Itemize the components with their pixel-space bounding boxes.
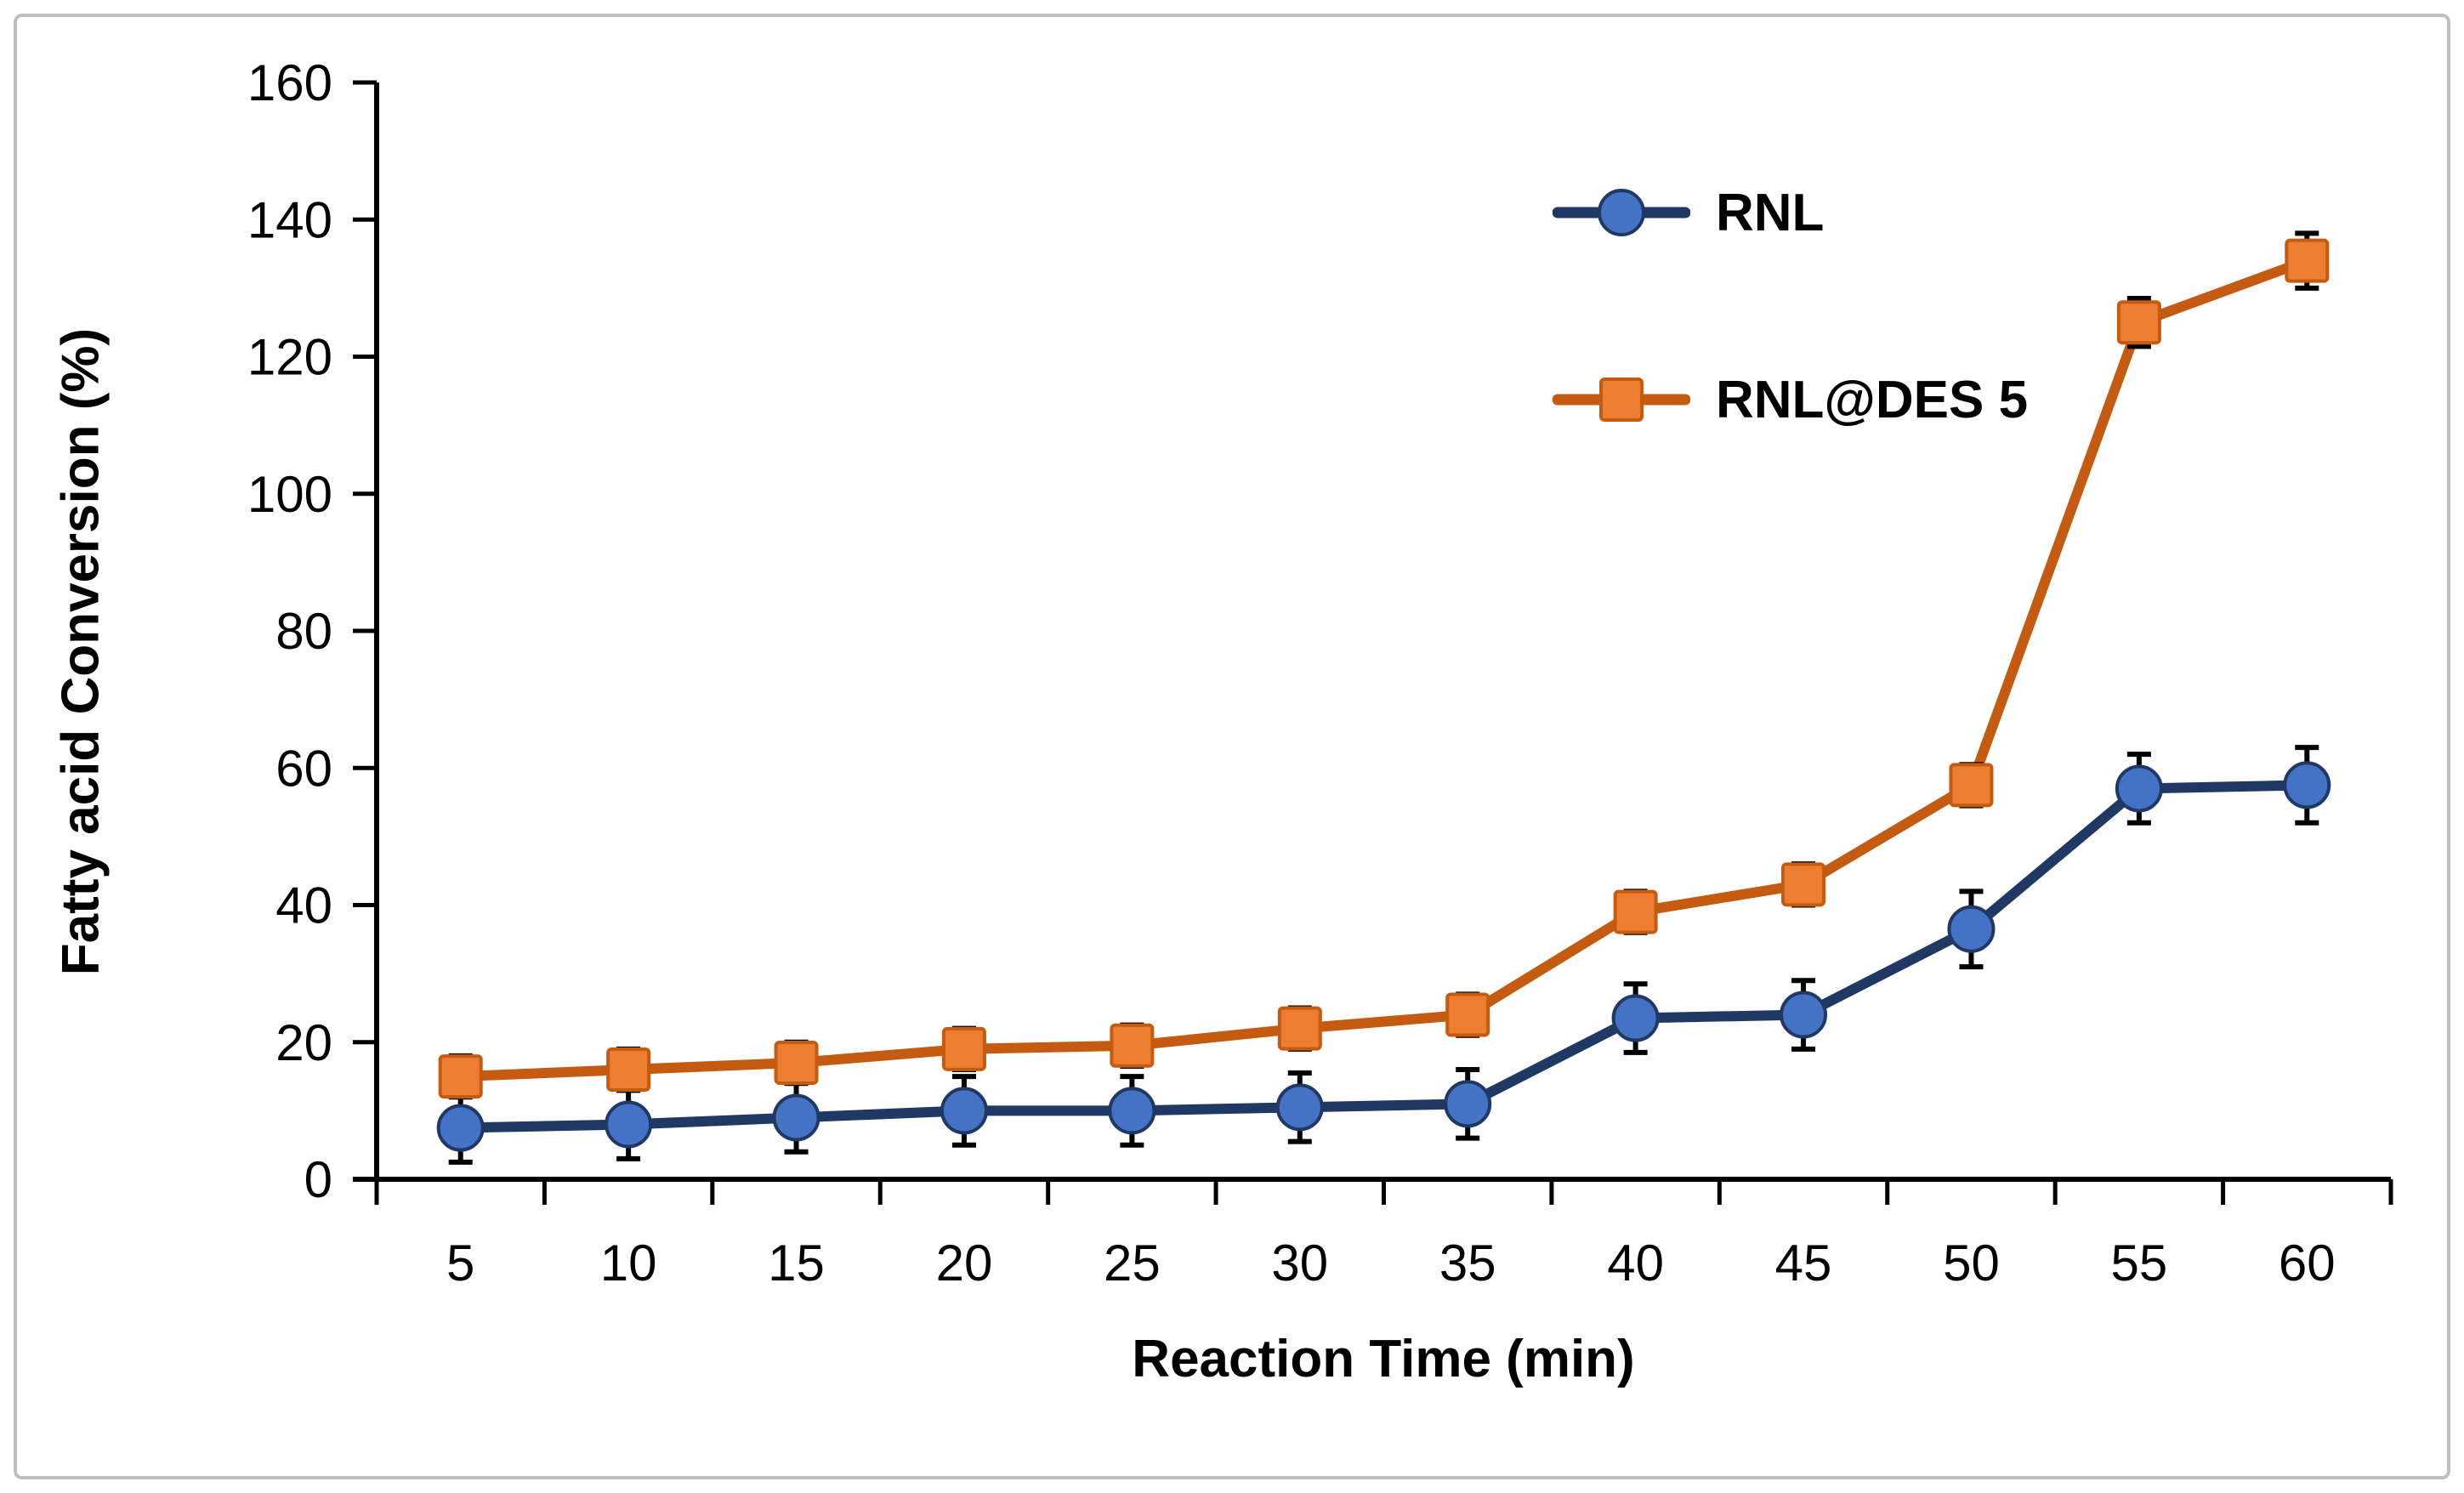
y-tick-label-160: 160 bbox=[247, 54, 332, 111]
x-tick-label-30: 30 bbox=[1271, 1235, 1328, 1291]
x-tick-label-25: 25 bbox=[1104, 1235, 1161, 1291]
data-point-rnl-des-5-35min bbox=[1445, 992, 1490, 1037]
series-line-rnl bbox=[455, 780, 2313, 1133]
y-tick-label-40: 40 bbox=[275, 877, 332, 934]
data-point-rnl-des-5-45min bbox=[1781, 862, 1826, 907]
y-tick-label-140: 140 bbox=[247, 191, 332, 248]
y-tick-label-60: 60 bbox=[275, 740, 332, 797]
data-point-rnl-des-5-30min bbox=[1277, 1006, 1322, 1051]
data-point-rnl-des-5-60min bbox=[2285, 238, 2330, 283]
data-point-rnl-des-5-20min bbox=[941, 1026, 986, 1071]
x-tick-label-60: 60 bbox=[2279, 1235, 2336, 1291]
x-tick-label-55: 55 bbox=[2111, 1235, 2168, 1291]
y-axis-title: Fatty acid Conversion (%) bbox=[51, 327, 111, 976]
data-point-rnl-50min bbox=[1947, 905, 1996, 953]
x-tick-label-5: 5 bbox=[446, 1235, 474, 1291]
y-tick-label-100: 100 bbox=[247, 466, 332, 523]
data-point-rnl-60min bbox=[2283, 761, 2331, 809]
x-tick-label-50: 50 bbox=[1943, 1235, 2000, 1291]
data-point-rnl-20min bbox=[940, 1087, 988, 1135]
data-point-rnl-des-5-15min bbox=[774, 1040, 819, 1085]
data-point-rnl-des-5-25min bbox=[1110, 1023, 1155, 1068]
y-tick-label-80: 80 bbox=[275, 603, 332, 660]
data-point-rnl-25min bbox=[1108, 1087, 1156, 1135]
x-tick-label-15: 15 bbox=[768, 1235, 825, 1291]
data-point-rnl-des-5-5min bbox=[438, 1054, 483, 1099]
x-tick-label-20: 20 bbox=[936, 1235, 993, 1291]
data-point-rnl-des-5-50min bbox=[1949, 763, 1994, 808]
data-point-rnl-40min bbox=[1611, 994, 1660, 1042]
y-tick-label-120: 120 bbox=[247, 329, 332, 386]
data-point-rnl-45min bbox=[1780, 991, 1828, 1039]
data-point-rnl-10min bbox=[605, 1100, 653, 1149]
data-point-rnl-des-5-10min bbox=[606, 1047, 651, 1092]
legend-item-rnl: RNL bbox=[1553, 183, 2028, 242]
x-tick-label-45: 45 bbox=[1775, 1235, 1832, 1291]
data-point-rnl-des-5-55min bbox=[2116, 300, 2161, 345]
legend: RNL RNL@DES 5 bbox=[1553, 183, 2028, 557]
data-point-rnl-55min bbox=[2115, 764, 2163, 813]
data-point-rnl-15min bbox=[772, 1093, 820, 1142]
series-rnl-des-5 bbox=[438, 230, 2330, 1100]
legend-label-rnl: RNL bbox=[1716, 183, 1825, 242]
axes: 0 20 40 60 80 100 120 140 160 5 10 15 20 25 30 35 40 45 50… bbox=[247, 54, 2393, 1291]
y-tick-label-0: 0 bbox=[304, 1151, 332, 1208]
data-point-rnl-30min bbox=[1275, 1083, 1324, 1132]
data-point-rnl-35min bbox=[1444, 1080, 1492, 1128]
rnl-circle-marker-icon bbox=[1553, 189, 1690, 236]
x-axis-title: Reaction Time (min) bbox=[1132, 1330, 1635, 1388]
series-rnl bbox=[436, 745, 2331, 1165]
rnl-des5-square-marker-icon bbox=[1553, 378, 1690, 422]
x-tick-label-35: 35 bbox=[1439, 1235, 1496, 1291]
legend-label-rnl-des5: RNL@DES 5 bbox=[1716, 370, 2029, 429]
x-tick-label-10: 10 bbox=[600, 1235, 657, 1291]
legend-item-rnl-des5: RNL@DES 5 bbox=[1553, 370, 2028, 429]
series-line-rnl-des-5 bbox=[455, 255, 2313, 1082]
data-point-rnl-des-5-40min bbox=[1613, 889, 1658, 934]
y-tick-label-20: 20 bbox=[275, 1014, 332, 1071]
x-tick-label-40: 40 bbox=[1607, 1235, 1664, 1291]
data-point-rnl-5min bbox=[436, 1104, 485, 1152]
